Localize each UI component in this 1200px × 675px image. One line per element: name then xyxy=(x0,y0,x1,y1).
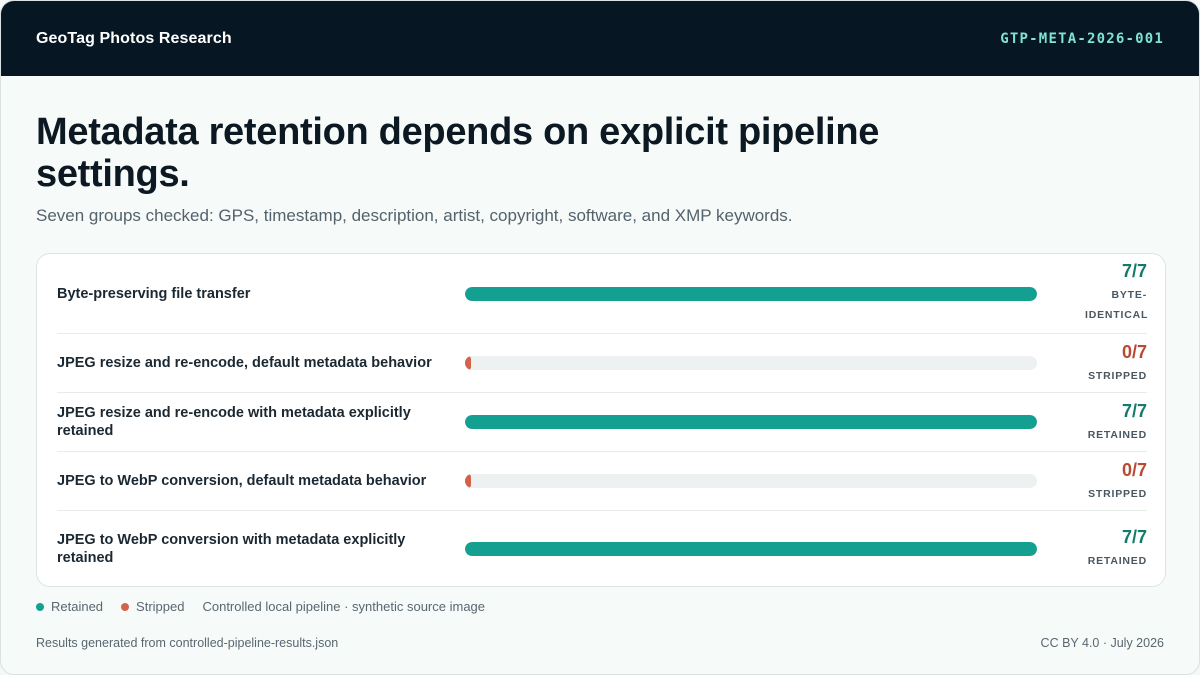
bar-track xyxy=(465,474,1037,488)
chart-row: JPEG to WebP conversion, default metadat… xyxy=(57,452,1147,511)
category-label: JPEG resize and re-encode with metadata … xyxy=(57,405,411,439)
legend-item-retained: Retained xyxy=(36,599,103,614)
bar xyxy=(465,415,1037,429)
legend-note: Controlled local pipeline · synthetic so… xyxy=(202,599,485,614)
value-box: 0/7 STRIPPED xyxy=(1057,459,1147,504)
status-label: STRIPPED xyxy=(1088,488,1147,500)
category-label: JPEG to WebP conversion, default metadat… xyxy=(57,473,427,489)
value-box: 7/7 RETAINED xyxy=(1057,400,1147,445)
report-id: GTP-META-2026-001 xyxy=(1000,30,1164,47)
legend: Retained Stripped Controlled local pipel… xyxy=(36,599,503,614)
footer-source: Results generated from controlled-pipeli… xyxy=(36,636,339,650)
legend-label-retained: Retained xyxy=(51,599,104,614)
status-label: RETAINED xyxy=(1087,555,1147,567)
bar-track xyxy=(465,415,1037,429)
value-box: 7/7 BYTE-IDENTICAL xyxy=(1057,260,1147,325)
footer-license: CC BY 4.0 · July 2026 xyxy=(1040,636,1164,650)
data-label: 0/7 xyxy=(1121,460,1147,480)
value-box: 7/7 RETAINED xyxy=(1057,526,1147,571)
bar xyxy=(465,474,471,488)
value-box: 0/7 STRIPPED xyxy=(1057,341,1147,386)
retained-dot-icon xyxy=(36,602,44,611)
bar xyxy=(465,541,1037,556)
status-label: STRIPPED xyxy=(1088,370,1147,382)
header-bar: GeoTag Photos Research GTP-META-2026-001 xyxy=(1,1,1199,76)
legend-label-stripped: Stripped xyxy=(136,599,185,614)
data-label: 7/7 xyxy=(1121,527,1147,547)
category-label: Byte-preserving file transfer xyxy=(57,285,251,302)
bar-track xyxy=(465,286,1037,301)
chart-row: Byte-preserving file transfer 7/7 BYTE-IDE… xyxy=(57,254,1147,334)
data-label: 0/7 xyxy=(1121,342,1147,362)
chart-row: JPEG to WebP conversion with metadata ex… xyxy=(57,511,1147,586)
bar xyxy=(465,356,471,370)
data-label: 7/7 xyxy=(1121,261,1147,281)
chart-row: JPEG resize and re-encode, default metad… xyxy=(57,334,1147,393)
status-label: BYTE-IDENTICAL xyxy=(1085,289,1149,321)
results-chart: Byte-preserving file transfer 7/7 BYTE-IDE… xyxy=(36,253,1166,587)
bar xyxy=(465,286,1037,301)
bar-track xyxy=(465,541,1037,556)
chart-title: Metadata retention depends on explicit p… xyxy=(36,111,880,195)
status-label: RETAINED xyxy=(1087,429,1147,441)
chart-subtitle: Seven groups checked: GPS, timestamp, de… xyxy=(36,206,793,225)
category-label: JPEG to WebP conversion with metadata ex… xyxy=(57,531,406,566)
legend-item-stripped: Stripped xyxy=(121,599,184,614)
chart-row: JPEG resize and re-encode with metadata … xyxy=(57,393,1147,452)
stripped-dot-icon xyxy=(121,602,130,611)
legend-note-text: Controlled local pipeline · synthetic so… xyxy=(202,599,486,614)
category-label: JPEG resize and re-encode, default metad… xyxy=(57,355,432,371)
bar-track xyxy=(465,356,1037,370)
data-label: 7/7 xyxy=(1121,401,1147,421)
brand-name: GeoTag Photos Research xyxy=(36,29,232,47)
